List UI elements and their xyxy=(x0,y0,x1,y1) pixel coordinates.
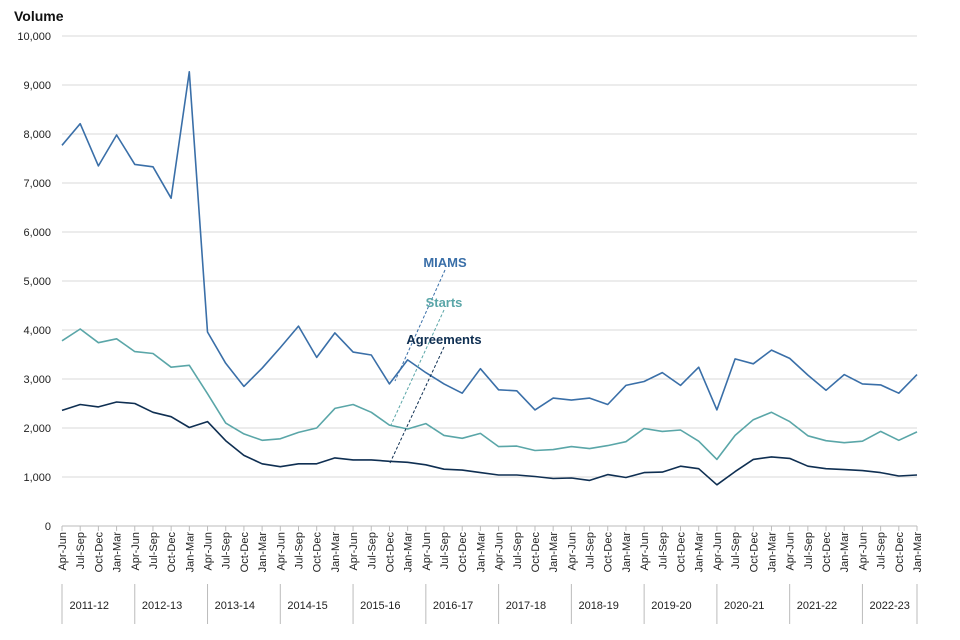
y-tick-label: 1,000 xyxy=(23,472,51,484)
x-tick-label: Jan-Mar xyxy=(475,532,487,573)
year-label: 2018-19 xyxy=(578,600,618,612)
x-tick-label: Jul-Sep xyxy=(293,532,305,569)
x-tick-label: Jul-Sep xyxy=(585,532,597,569)
x-tick-label: Oct-Dec xyxy=(748,532,760,573)
x-tick-label: Apr-Jun xyxy=(275,532,287,571)
x-tick-label: Apr-Jun xyxy=(785,532,797,571)
x-tick-label: Apr-Jun xyxy=(203,532,215,571)
x-tick-label: Jul-Sep xyxy=(730,532,742,569)
x-tick-label: Apr-Jun xyxy=(421,532,433,571)
y-tick-label: 6,000 xyxy=(23,227,51,239)
y-axis-title: Volume xyxy=(14,8,64,24)
y-tick-label: 5,000 xyxy=(23,276,51,288)
x-tick-label: Apr-Jun xyxy=(494,532,506,571)
x-axis: Apr-Jun Jul-Sep Oct-Dec Jan-Mar Apr-Jun Jul-S… xyxy=(57,526,924,624)
x-tick-label: Oct-Dec xyxy=(93,532,105,573)
x-tick-label: Jan-Mar xyxy=(912,532,924,573)
series-label-starts: Starts xyxy=(426,295,463,310)
y-tick-label: 3,000 xyxy=(23,374,51,386)
x-tick-label: Jan-Mar xyxy=(330,532,342,573)
year-label: 2021-22 xyxy=(797,600,837,612)
x-tick-label: Jul-Sep xyxy=(803,532,815,569)
x-tick-label: Oct-Dec xyxy=(821,532,833,573)
x-tick-label: Jul-Sep xyxy=(148,532,160,569)
year-label: 2020-21 xyxy=(724,600,764,612)
series-line-miams xyxy=(61,71,918,411)
x-tick-label: Oct-Dec xyxy=(166,532,178,573)
x-tick-label: Jul-Sep xyxy=(876,532,888,569)
y-tick-label: 2,000 xyxy=(23,423,51,435)
x-tick-label: Oct-Dec xyxy=(312,532,324,573)
x-tick-label: Jul-Sep xyxy=(657,532,669,569)
x-tick-label: Jan-Mar xyxy=(184,532,196,573)
x-tick-label: Jan-Mar xyxy=(621,532,633,573)
x-tick-label: Apr-Jun xyxy=(712,532,724,571)
x-tick-label: Oct-Dec xyxy=(603,532,615,573)
x-tick-label: Jan-Mar xyxy=(403,532,415,573)
x-tick-label: Jan-Mar xyxy=(694,532,706,573)
series-labels: MIAMS Starts Agreements xyxy=(389,255,482,464)
series-lines xyxy=(61,71,918,486)
series-label-miams: MIAMS xyxy=(423,255,467,270)
x-tick-label: Apr-Jun xyxy=(857,532,869,571)
year-label: 2019-20 xyxy=(651,600,691,612)
y-tick-label: 10,000 xyxy=(17,31,51,43)
y-tick-label: 9,000 xyxy=(23,80,51,92)
x-tick-label: Jul-Sep xyxy=(439,532,451,569)
gridlines xyxy=(62,35,917,527)
series-leader-agreements xyxy=(389,346,445,464)
x-tick-label: Oct-Dec xyxy=(384,532,396,573)
x-tick-label: Jul-Sep xyxy=(366,532,378,569)
year-label: 2016-17 xyxy=(433,600,473,612)
x-tick-label: Jul-Sep xyxy=(75,532,87,569)
x-tick-label: Oct-Dec xyxy=(457,532,469,573)
x-tick-label: Apr-Jun xyxy=(639,532,651,571)
x-tick-label: Jan-Mar xyxy=(112,532,124,573)
x-tick-label: Jan-Mar xyxy=(766,532,778,573)
x-tick-label: Oct-Dec xyxy=(530,532,542,573)
y-tick-label: 4,000 xyxy=(23,325,51,337)
y-axis: 0 1,000 2,000 3,000 4,000 5,000 6,000 7,000 8,00… xyxy=(17,31,51,533)
x-tick-label: Apr-Jun xyxy=(57,532,69,571)
y-tick-label: 7,000 xyxy=(23,178,51,190)
x-tick-label: Apr-Jun xyxy=(348,532,360,571)
year-label: 2017-18 xyxy=(506,600,546,612)
x-tick-label: Jul-Sep xyxy=(512,532,524,569)
x-tick-label: Jan-Mar xyxy=(257,532,269,573)
year-label: 2012-13 xyxy=(142,600,182,612)
x-tick-label: Jan-Mar xyxy=(548,532,560,573)
x-tick-label: Jan-Mar xyxy=(839,532,851,573)
x-tick-label: Oct-Dec xyxy=(894,532,906,573)
x-tick-label: Apr-Jun xyxy=(130,532,142,571)
y-tick-label: 8,000 xyxy=(23,129,51,141)
series-label-agreements: Agreements xyxy=(406,332,481,347)
x-tick-label: Oct-Dec xyxy=(676,532,688,573)
year-label: 2014-15 xyxy=(287,600,327,612)
y-tick-label: 0 xyxy=(45,521,51,533)
x-tick-label: Jul-Sep xyxy=(221,532,233,569)
x-tick-label: Apr-Jun xyxy=(566,532,578,571)
series-leader-starts xyxy=(390,309,445,426)
series-line-agreements xyxy=(61,401,918,486)
year-label: 2013-14 xyxy=(215,600,255,612)
year-label: 2015-16 xyxy=(360,600,400,612)
series-line-starts xyxy=(61,328,918,461)
series-leader-miams xyxy=(394,269,446,382)
year-label: 2022-23 xyxy=(870,600,910,612)
x-tick-label: Oct-Dec xyxy=(239,532,251,573)
year-label: 2011-12 xyxy=(70,600,110,612)
